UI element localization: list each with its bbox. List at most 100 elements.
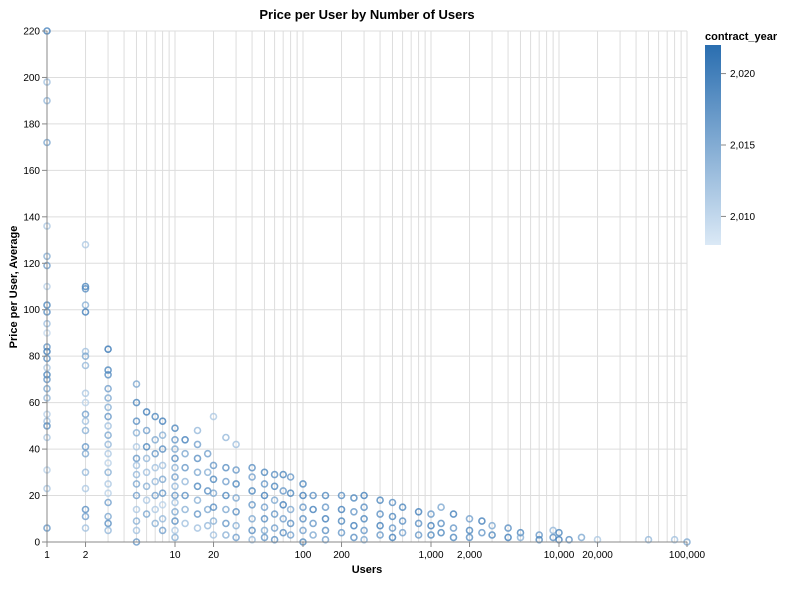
data-point (222, 505, 230, 514)
data-point (222, 491, 230, 500)
data-point (270, 470, 279, 479)
data-point (181, 477, 189, 486)
data-point (414, 507, 423, 516)
data-point (158, 514, 167, 523)
data-point (427, 510, 435, 518)
data-point (142, 510, 151, 518)
data-point (104, 519, 112, 528)
data-point (142, 482, 151, 491)
data-point (388, 512, 397, 521)
data-point (193, 524, 202, 532)
data-point (465, 514, 474, 523)
data-point (232, 440, 240, 449)
data-point (151, 519, 159, 528)
x-tick-label: 2,000 (457, 550, 482, 561)
data-point (279, 528, 288, 537)
data-point (437, 503, 445, 512)
data-point (151, 463, 159, 472)
data-point (104, 384, 112, 393)
color-legend: contract_year 2,010 2,015 2,020 (705, 31, 778, 245)
legend-title: contract_year (705, 31, 778, 43)
data-point (232, 466, 240, 474)
data-point (81, 308, 90, 316)
data-point (388, 533, 397, 542)
data-point (488, 521, 496, 530)
data-point (171, 463, 179, 472)
data-point (132, 417, 141, 426)
legend-gradient (705, 45, 721, 245)
data-point (286, 505, 295, 514)
data-point (309, 519, 317, 528)
data-point (151, 435, 159, 444)
data-point (248, 535, 256, 544)
data-point (279, 470, 288, 479)
data-point (81, 512, 90, 521)
data-point (279, 487, 288, 495)
data-point (104, 489, 112, 498)
data-point (142, 496, 151, 505)
data-point (270, 524, 279, 532)
data-point (248, 500, 256, 509)
data-point (132, 517, 141, 525)
x-tick-label: 20,000 (582, 550, 613, 561)
data-point (565, 535, 573, 544)
data-point (203, 521, 212, 530)
data-point (81, 398, 90, 407)
data-point (104, 394, 112, 402)
legend-tick-label: 2,015 (730, 141, 755, 152)
data-point (171, 473, 179, 481)
data-point (171, 445, 179, 453)
axes: 0 20 40 60 80 100 120 140 160 180 200 220 1 2 10 20 100 2… (23, 27, 705, 562)
data-point (181, 435, 189, 444)
data-point (260, 491, 269, 500)
data-point (171, 491, 179, 500)
data-point (504, 524, 512, 532)
data-point (232, 507, 240, 516)
data-point (151, 412, 159, 421)
data-point (81, 484, 90, 493)
data-point (81, 417, 90, 426)
data-point (465, 533, 474, 542)
data-point (193, 496, 202, 505)
x-tick-label: 10,000 (544, 550, 575, 561)
data-point (132, 454, 141, 463)
data-point (535, 531, 544, 539)
data-point (350, 533, 358, 542)
x-tick-label: 20 (208, 550, 220, 561)
data-point (504, 533, 512, 542)
data-point (81, 524, 90, 532)
data-point (376, 521, 384, 530)
data-point (171, 435, 179, 444)
data-point (104, 345, 112, 354)
data-point (181, 491, 189, 500)
data-point (209, 475, 218, 484)
data-point (260, 514, 269, 523)
data-point (279, 500, 288, 509)
x-tick-label: 100 (295, 550, 312, 561)
data-point (132, 470, 141, 479)
data-point (142, 468, 151, 477)
legend-ticks: 2,010 2,015 2,020 (721, 69, 755, 223)
data-point (158, 461, 167, 470)
data-point (286, 531, 295, 539)
data-point (337, 517, 346, 525)
legend-tick-label: 2,010 (730, 212, 755, 223)
data-point (193, 468, 202, 477)
data-point (181, 519, 189, 528)
data-point (299, 514, 307, 523)
data-point (142, 454, 151, 463)
data-point (577, 533, 586, 542)
y-tick-label: 80 (29, 352, 41, 363)
data-point (299, 491, 307, 500)
data-point (321, 503, 330, 512)
data-point (414, 519, 423, 528)
data-point (142, 426, 151, 435)
data-point (171, 526, 179, 535)
y-tick-label: 180 (23, 119, 40, 130)
x-tick-label: 2 (83, 550, 89, 561)
data-point (260, 533, 269, 542)
data-point (104, 526, 112, 535)
data-point (449, 510, 458, 518)
data-point (388, 524, 397, 532)
